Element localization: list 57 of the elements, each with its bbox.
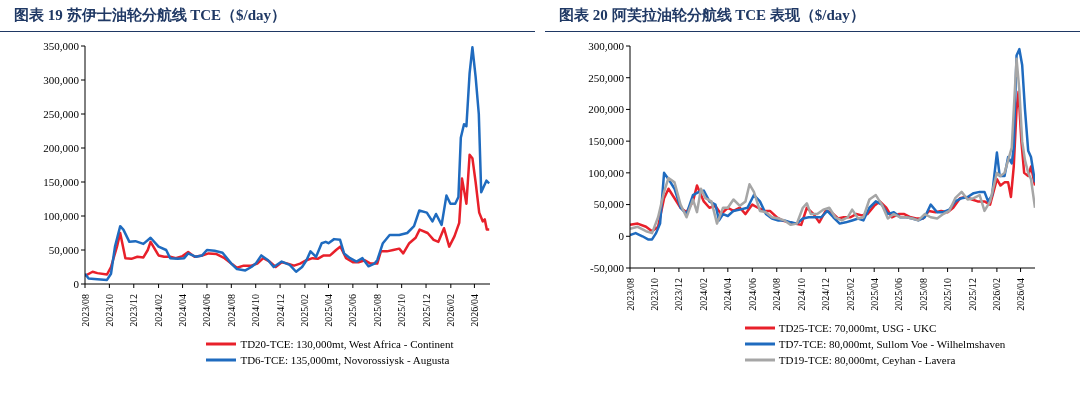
x-tick-label: 2026/02 (445, 294, 457, 327)
x-tick-label: 2026/04 (468, 294, 480, 327)
x-tick-label: 2025/02 (299, 294, 311, 327)
x-tick-label: 2025/12 (420, 294, 432, 327)
x-tick-label: 2025/04 (868, 278, 880, 311)
y-tick-label: 200,000 (588, 103, 625, 116)
x-tick-label: 2025/06 (893, 278, 905, 311)
x-tick-label: 2024/12 (274, 294, 286, 327)
y-tick-label: 0 (618, 230, 625, 243)
x-tick-label: 2024/06 (746, 278, 758, 311)
x-tick-label: 2024/12 (820, 278, 832, 311)
x-tick-label: 2023/12 (128, 294, 140, 327)
x-tick-label: 2025/08 (917, 278, 929, 311)
x-tick-label: 2025/04 (322, 294, 334, 327)
y-tick-label: 300,000 (588, 39, 625, 52)
legend-label: TD25-TCE: 70,000mt, USG - UKC (778, 321, 937, 336)
x-tick-label: 2024/08 (771, 278, 783, 311)
y-tick-label: 100,000 (43, 209, 80, 222)
y-tick-label: 250,000 (43, 107, 80, 120)
y-tick-label: 50,000 (48, 243, 80, 256)
x-tick-label: 2024/10 (795, 278, 807, 311)
x-tick-label: 2025/12 (966, 278, 978, 311)
x-tick-label: 2024/02 (698, 278, 710, 311)
x-tick-label: 2025/02 (845, 278, 857, 311)
y-tick-label: 150,000 (43, 175, 80, 188)
y-tick-label: 150,000 (588, 135, 625, 148)
x-tick-label: 2023/10 (103, 294, 115, 327)
legend-label: TD19-TCE: 80,000mt, Ceyhan - Lavera (778, 353, 956, 368)
x-tick-label: 2023/10 (648, 278, 660, 311)
legend-label: TD20-TCE: 130,000mt, West Africa - Continent (240, 337, 454, 352)
y-tick-label: 100,000 (588, 166, 625, 179)
y-tick-label: 300,000 (43, 73, 80, 86)
legend-label: TD6-TCE: 135,000mt, Novorossiysk - Augusta (240, 353, 450, 368)
y-tick-label: 350,000 (43, 39, 80, 52)
x-tick-label: 2023/08 (79, 294, 91, 327)
x-tick-label: 2026/04 (1015, 278, 1027, 311)
x-tick-label: 2025/06 (347, 294, 359, 327)
x-tick-label: 2024/08 (225, 294, 237, 327)
x-tick-label: 2024/10 (250, 294, 262, 327)
x-tick-label: 2026/02 (991, 278, 1003, 311)
x-tick-label: 2024/04 (177, 294, 189, 327)
y-tick-label: 250,000 (588, 71, 625, 84)
y-tick-label: 200,000 (43, 141, 80, 154)
x-tick-label: 2024/04 (722, 278, 734, 311)
y-tick-label: -50,000 (590, 261, 625, 274)
x-tick-label: 2023/08 (624, 278, 636, 311)
chart-title: 图表 19 苏伊士油轮分航线 TCE（$/day） (0, 0, 535, 32)
x-tick-label: 2023/12 (673, 278, 685, 311)
y-tick-label: 0 (73, 277, 80, 290)
x-tick-label: 2025/10 (396, 294, 408, 327)
chart-title: 图表 20 阿芙拉油轮分航线 TCE 表现（$/day） (545, 0, 1080, 32)
x-tick-label: 2025/10 (942, 278, 954, 311)
x-tick-label: 2024/02 (153, 294, 165, 327)
y-tick-label: 50,000 (593, 198, 625, 211)
x-tick-label: 2024/06 (201, 294, 213, 327)
x-tick-label: 2025/08 (371, 294, 383, 327)
legend-label: TD7-TCE: 80,000mt, Sullom Voe - Wilhelmshaven (778, 337, 1006, 352)
